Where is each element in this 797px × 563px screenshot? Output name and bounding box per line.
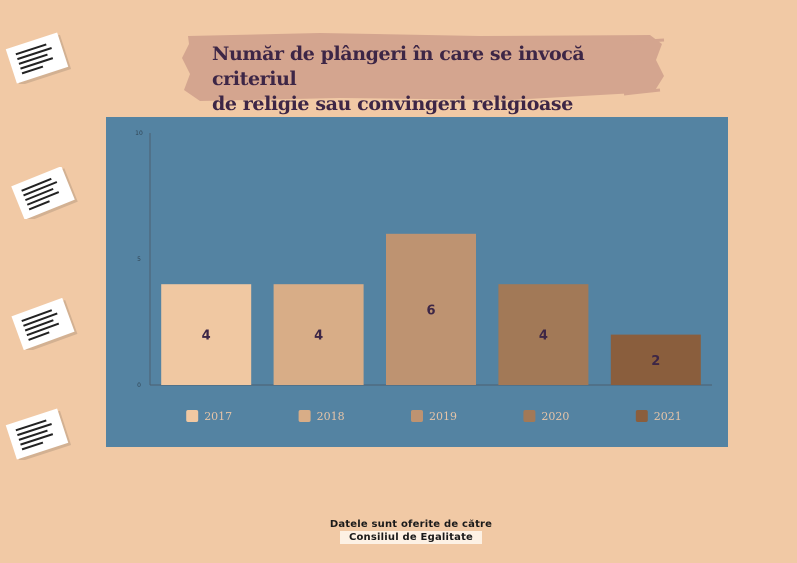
bar-2021 [610,334,701,385]
legend-label: 2017 [204,410,232,423]
bar-2018 [273,284,364,385]
document-icon [11,167,78,219]
title-line-2: de religie sau convingeri religioase [212,93,573,115]
source-credit: Datele sunt oferite de către Consiliul d… [0,518,797,544]
bar-2017 [161,284,252,385]
chart-panel: 0 5 10 4 4 6 4 2 2017 2018 2019 2020 2021 [106,117,728,447]
data-label: 2 [651,354,660,369]
legend-swatch-2020 [523,410,536,422]
y-tick-label: 10 [135,130,143,137]
document-icon [5,32,72,84]
data-label: 4 [539,329,548,344]
bar-2019 [386,233,476,385]
legend-label: 2019 [429,410,457,423]
legend-label: 2020 [541,410,569,423]
title-highlight [182,33,665,101]
y-tick-label: 0 [137,382,141,389]
legend-label: 2018 [317,410,345,423]
document-icon [5,408,72,460]
legend-label: 2021 [654,410,682,423]
source-line-2: Consiliul de Egalitate [339,531,483,544]
document-icon [11,298,78,350]
bar-chart: 0 5 10 4 4 6 4 2 2017 2018 2019 2020 2021 [135,130,712,423]
data-label: 4 [314,329,323,344]
legend-swatch-2017 [186,410,199,422]
legend-swatch-2018 [298,410,311,422]
y-tick-label: 5 [137,256,141,263]
source-line-1: Datele sunt oferite de către [329,519,493,530]
title-line-1: Număr de plângeri în care se invocă crit… [212,43,585,90]
legend-swatch-2019 [411,410,423,422]
legend-swatch-2021 [635,410,648,422]
data-label: 4 [202,329,211,344]
chart-title: Număr de plângeri în care se invocă crit… [180,30,666,115]
data-label: 6 [426,303,435,318]
bar-2020 [498,284,589,385]
